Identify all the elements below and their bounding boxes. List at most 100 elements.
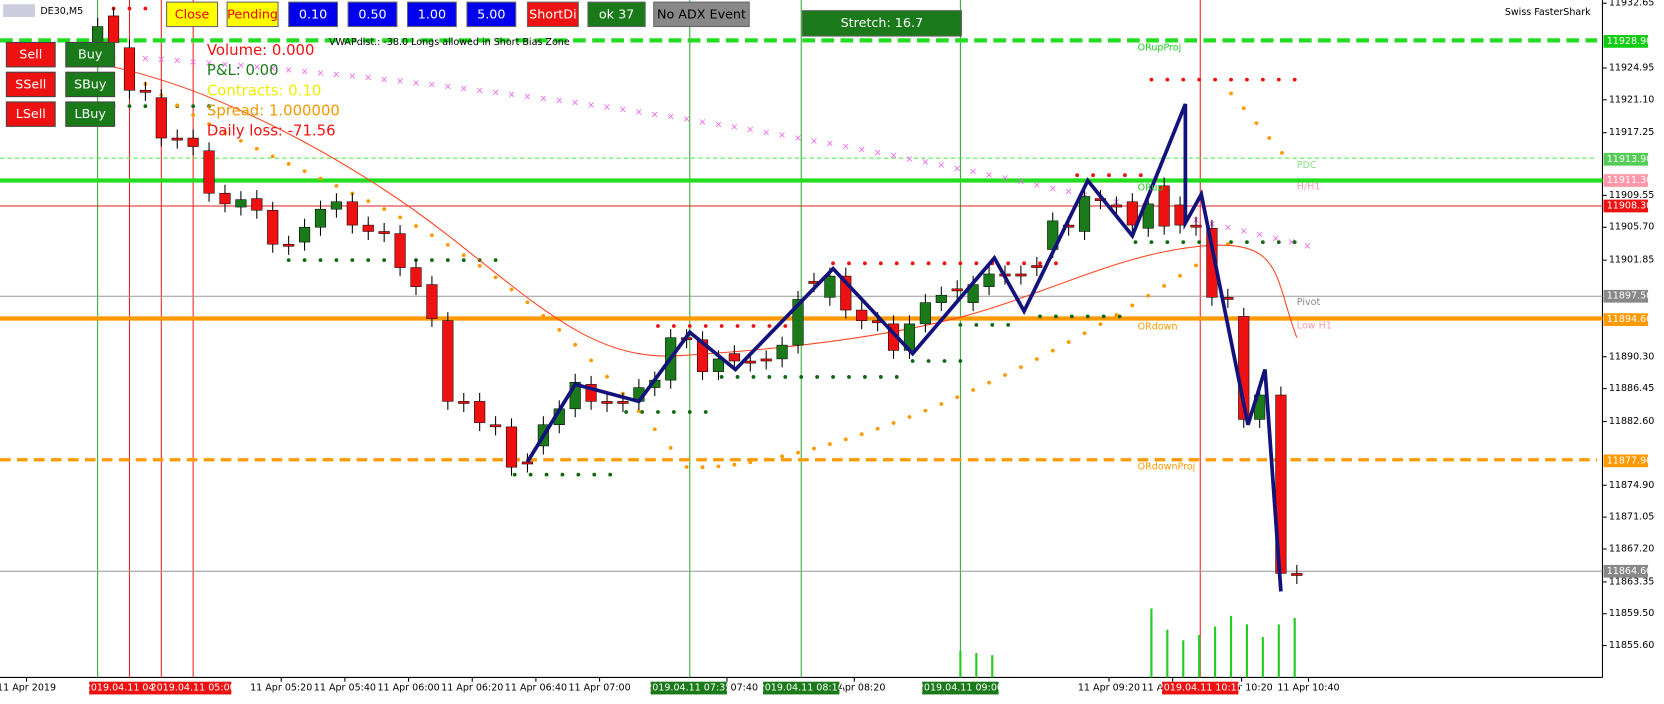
toolbar-button-label[interactable]: ok 37 [599,7,634,22]
toolbar-button[interactable] [526,1,579,28]
vwap-x: × [890,151,898,162]
indicator-dot [783,324,788,328]
candle-body [378,231,390,234]
indicator-dot [1075,173,1080,178]
indicator-dot [942,359,947,363]
vwap-x: × [683,114,691,125]
candle-body [314,208,327,228]
indicator-dot [1229,240,1233,245]
vwap-x: × [157,55,165,66]
vwap-x: × [1065,187,1073,198]
indicator-dot [703,324,708,328]
toolbar-button-label[interactable]: No ADX Event [657,7,746,22]
indicator-dot [318,258,323,263]
time-label: 11 Apr 06:40 [505,683,567,694]
vwap-x: × [1001,173,1009,184]
order-button[interactable] [5,71,56,98]
vwap-x: × [905,154,913,165]
toolbar-button[interactable] [288,1,339,28]
price-tag-label: 11911.30 [1607,175,1653,186]
toolbar-button[interactable] [466,1,517,28]
sar-dot [238,138,243,143]
toolbar-button-label[interactable]: 0.50 [358,7,386,22]
indicator-dot [958,261,963,266]
order-button-label[interactable]: LBuy [75,107,107,122]
candle-body [1206,228,1218,298]
order-button-label[interactable]: SBuy [74,77,107,92]
toolbar-button-label[interactable]: Pending [227,7,278,22]
candle-body [1110,204,1122,208]
sar-dot [445,242,450,247]
vwap-x: × [858,145,866,156]
toolbar-button[interactable] [166,1,219,28]
indicator-dot [592,472,597,477]
vwap-x: × [1288,237,1296,248]
order-button[interactable] [65,101,116,127]
level-name: Pivot [1297,297,1321,308]
vwap-x: × [842,142,850,153]
indicator-dot [1133,240,1138,245]
sar-dot [318,176,323,181]
order-button[interactable] [5,41,56,68]
indicator-dot [560,472,565,477]
order-button[interactable] [65,71,116,98]
toolbar-button[interactable] [587,1,646,28]
price-tag [1603,289,1649,303]
indicator-dot [445,258,450,263]
candle-body [330,201,342,210]
toolbar-button-label[interactable]: 5.00 [477,7,505,22]
sar-dot [1018,365,1023,370]
order-button-label[interactable]: Buy [78,48,103,63]
toolbar-button[interactable] [347,1,398,28]
indicator-dot [815,375,820,379]
vwap-x: × [730,122,738,133]
stat: Spread: 1.000000 [207,101,340,119]
vwap-x: × [221,59,229,70]
order-button-label[interactable]: SSell [15,77,46,92]
price-label: 11909.55 [1609,190,1655,201]
order-button[interactable] [5,101,56,127]
toolbar-button[interactable] [406,1,457,28]
toolbar-button[interactable] [653,1,750,28]
toolbar-button-label[interactable]: Close [175,7,210,22]
order-button-label[interactable]: LSell [16,107,46,122]
order-button[interactable] [65,41,116,68]
time-tag-label: 2019.04.11 08:10 [759,683,844,694]
sar-dot [589,358,594,363]
candle-body [744,360,756,364]
candle-body [410,267,422,287]
candle-body [601,401,613,404]
sar-dot [254,146,259,151]
candle-body [139,89,151,93]
order-button-label[interactable]: Sell [19,48,42,63]
vwap-x: × [985,170,993,181]
sar-dot [223,130,227,135]
vwap-x: × [874,148,882,159]
sar-dot [700,465,705,470]
sar-dot [780,454,785,459]
candle-body [712,358,725,372]
indicator-dot [847,375,851,379]
sar-dot [716,464,721,469]
level-name: ORupProj [1138,42,1182,53]
toolbar-button-label[interactable]: ShortDi [529,7,576,22]
indicator-dot [910,359,915,363]
toolbar-button-label[interactable]: 0.10 [299,7,327,22]
toolbar-button[interactable] [226,1,279,28]
indicator-dot [847,261,851,266]
sar-dot [1229,91,1233,96]
indicator-dot [687,410,692,414]
sar-dot [525,300,530,305]
vwap-x: × [460,83,468,94]
price-label: 11863.35 [1609,576,1655,587]
sar-dot [541,313,546,318]
sar-dot [859,432,864,437]
indicator-dot [143,104,148,109]
vwap-x: × [667,112,675,123]
symbol: DE30,M5 [40,6,83,17]
vwap-x: × [1303,241,1311,252]
toolbar-button-label[interactable]: 1.00 [418,7,446,22]
sar-dot [302,169,307,174]
sar-dot [270,154,275,159]
vwap-x: × [141,54,149,65]
